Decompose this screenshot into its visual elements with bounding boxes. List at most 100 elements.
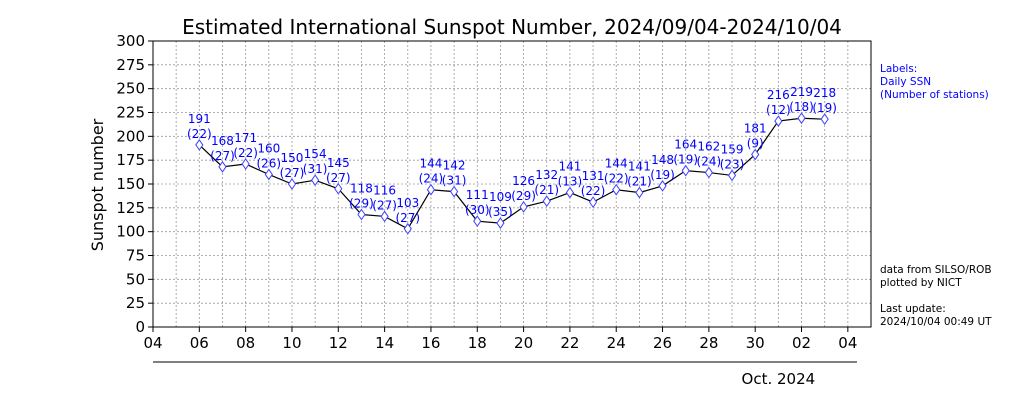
data-point-marker [218,160,227,173]
data-label-ssn: 126 [512,174,535,188]
data-label-stations: (19) [812,101,837,115]
data-point-marker [403,222,412,235]
data-label-stations: (24) [697,155,722,169]
update-note-line2: 2024/10/04 00:49 UT [880,316,992,328]
data-label-ssn: 111 [466,188,489,202]
data-label-stations: (31) [303,162,328,176]
x-tick-label: 08 [236,334,255,352]
x-tick-label: 06 [190,334,209,352]
source-note-line1: data from SILSO/ROB [880,264,992,276]
data-label-stations: (19) [673,153,698,167]
data-label-stations: (27) [372,198,397,212]
data-label-stations: (12) [766,103,791,117]
x-tick-label: 14 [375,334,394,352]
data-label-ssn: 216 [767,88,790,102]
data-point-marker [195,139,204,151]
x-tick-label: 04 [838,334,857,352]
data-point-marker [751,148,760,161]
ssn-series-line [198,117,825,230]
chart-title: Estimated International Sunspot Number, … [182,15,842,39]
y-tick-label: 125 [116,199,145,217]
data-point-marker [287,178,297,190]
x-tick-label: 16 [421,334,440,352]
data-point-marker [635,186,644,199]
data-label-stations: (26) [256,156,281,170]
y-tick-label: 0 [135,318,145,336]
data-label-stations: (22) [581,184,606,198]
data-label-ssn: 154 [304,147,327,161]
data-label-stations: (22) [233,146,258,160]
data-label-ssn: 159 [721,142,744,156]
x-tick-label: 04 [143,334,162,352]
data-point-marker [774,115,783,127]
x-tick-label: 20 [514,334,533,352]
data-label-ssn: 191 [188,112,211,126]
data-point-marker [473,215,482,228]
data-label-stations: (21) [534,183,559,197]
data-label-ssn: 219 [790,85,813,99]
y-tick-label: 75 [126,247,145,265]
data-point-marker [426,183,436,196]
data-label-stations: (27) [395,211,420,225]
data-label-stations: (29) [349,197,374,211]
data-label-ssn: 162 [697,140,720,154]
source-note-line2: plotted by NICT [880,277,962,289]
data-label-ssn: 142 [443,159,466,173]
x-tick-label: 10 [282,334,301,352]
data-point-marker [311,174,320,187]
data-label-ssn: 103 [396,196,419,210]
data-markers [195,112,829,235]
x-axis-ticks: 04 06 08 10 12 14 16 18 20 22 24 26 28 30 02 04 [143,327,857,352]
data-point-marker [658,180,667,192]
data-point-marker [496,217,505,229]
data-label-ssn: 132 [535,168,558,182]
data-label-ssn: 116 [373,183,396,197]
data-point-marker [264,168,273,181]
x-tick-label: 26 [653,334,672,352]
data-label-stations: (30) [465,203,490,217]
data-label-stations: (27) [210,149,235,163]
data-point-marker [542,195,551,208]
y-tick-label: 275 [116,56,145,74]
y-tick-label: 175 [116,151,145,169]
data-label-ssn: 141 [558,160,581,174]
x-tick-label: 30 [746,334,765,352]
y-tick-label: 300 [116,32,145,50]
data-label-ssn: 171 [234,131,257,145]
data-label-stations: (27) [280,166,305,180]
data-point-marker [681,164,690,177]
y-tick-label: 225 [116,104,145,122]
data-label-stations: (35) [488,205,513,219]
data-point-marker [357,208,366,221]
data-label-ssn: 181 [744,121,767,135]
data-label-stations: (21) [627,175,652,189]
data-label-stations: (29) [511,189,536,203]
data-point-marker [727,169,737,182]
y-tick-label: 250 [116,80,145,98]
y-tick-label: 50 [126,270,145,288]
data-label-ssn: 168 [211,134,234,148]
data-label-ssn: 144 [605,157,628,171]
data-point-marker [820,113,829,126]
data-label-stations: (24) [419,172,444,186]
data-label-ssn: 218 [813,86,836,100]
y-axis-ticks: 0 25 50 75 100 125 150 175 200 225 250 275 300 [116,32,153,336]
data-label-stations: (19) [650,168,675,182]
y-axis-label: Sunspot number [88,118,107,251]
data-label-ssn: 150 [281,151,304,165]
data-label-stations: (22) [604,172,629,186]
update-note-line1: Last update: [880,303,946,315]
data-point-marker [380,210,389,223]
x-tick-label: 18 [468,334,487,352]
x-tick-label: 22 [560,334,579,352]
labels-legend-line2: (Number of stations) [880,89,989,101]
data-point-marker [449,185,459,198]
data-label-ssn: 144 [419,157,442,171]
y-tick-label: 150 [116,175,145,193]
data-label-ssn: 141 [628,160,651,174]
data-label-stations: (22) [187,127,212,141]
y-tick-label: 25 [126,294,145,312]
data-point-marker [797,112,806,125]
data-label-stations: (31) [442,174,467,188]
